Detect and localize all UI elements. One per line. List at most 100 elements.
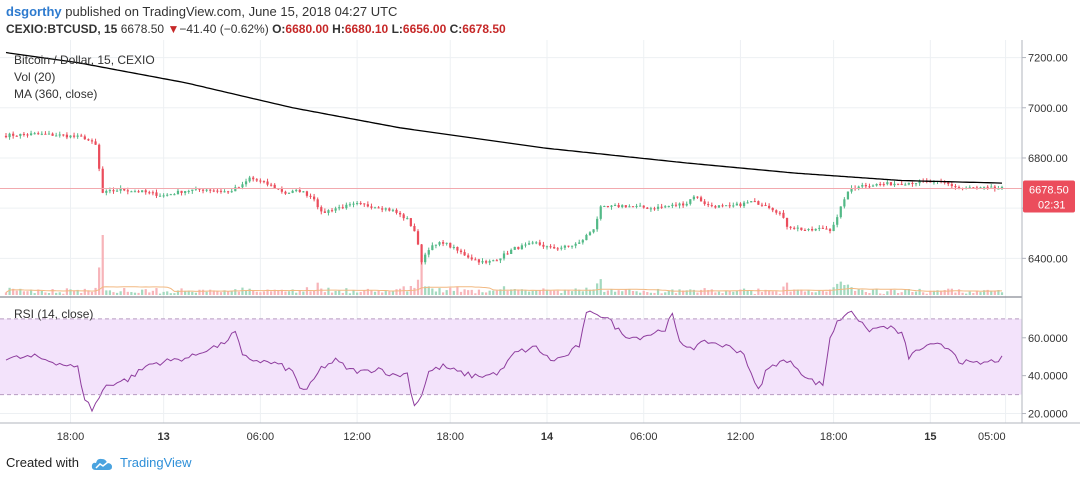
candle-body [990,186,993,188]
candle-body [764,205,767,207]
candle-body [355,203,359,205]
candle-body [871,185,875,187]
candle-body [284,191,287,194]
candle-body [889,182,893,186]
candle-body [434,244,438,246]
volume-bar [520,289,524,295]
volume-bar [334,290,337,295]
volume-bar [853,290,857,295]
volume-bar [621,291,624,295]
candle-body [986,186,989,188]
volume-bar [191,291,194,295]
candle-body [83,136,86,140]
candle-body [488,261,491,263]
time-axis[interactable]: 18:00 13 06:00 12:00 18:00 14 06:00 12:00 18:00 1… [57,431,1006,443]
volume-bar [639,292,642,295]
candle-body [467,255,470,258]
candle-body [828,229,832,232]
volume-bar [280,289,283,295]
created-with-label: Created with [6,455,79,470]
volume-bar [248,288,251,295]
volume-bar [904,289,907,295]
volume-bar [363,290,366,295]
volume-bar [295,292,298,295]
candle-body [169,194,172,196]
candle-body [864,184,867,187]
volume-bar [674,293,678,295]
volume-bar [635,291,638,295]
candle-body [176,190,180,195]
candle-body [886,182,889,185]
candle-body [112,190,115,192]
volume-bar [803,291,807,295]
time-tick-label: 14 [541,431,554,443]
volume-bar [223,290,226,295]
volume-bar [613,291,617,295]
candle-body [678,203,681,206]
volume-bar [879,293,882,295]
volume-bar [839,281,842,295]
volume-bar [323,292,326,295]
candle-body [47,133,51,135]
volume-bar [115,292,119,295]
candle-body [148,192,151,194]
candle-body [155,192,158,196]
candle-body [391,209,395,211]
volume-bar [47,292,51,295]
volume-bar [227,291,230,295]
volume-bar [764,289,767,295]
candle-body [631,206,635,208]
volume-bar [682,290,685,295]
volume-bar [420,255,423,295]
volume-ma [5,286,1002,293]
volume-bar [313,290,316,295]
volume-bar [65,288,69,295]
candle-body [309,195,312,197]
volume-bar [72,290,76,295]
candle-body [997,188,1000,190]
volume-bar [108,290,112,295]
legend-symbol: Bitcoin / Dollar, 15, CEXIO [14,53,155,67]
open-label: O: [272,22,286,36]
volume-bar [768,290,771,295]
candle-body [947,182,950,185]
volume-bar [98,267,101,295]
volume-bar [997,290,1000,295]
volume-bar [316,282,319,295]
candle-body [26,134,29,136]
candle-body [227,191,230,193]
volume-bar [570,291,574,295]
candle-body [818,227,821,229]
candle-body [248,177,251,182]
volume-bar [327,287,330,295]
volume-bar [338,290,341,295]
volume-bar [857,289,860,295]
tradingview-link[interactable]: TradingView [120,455,192,470]
volume-bar [80,292,83,295]
candle-body [671,204,674,207]
volume-bar [517,290,520,295]
volume-bar [861,289,864,295]
volume-bar [388,291,391,295]
volume-bar [55,292,58,295]
candle-body [624,205,627,208]
candle-body [305,191,309,196]
volume-bar [252,290,255,295]
author-link[interactable]: dsgorthy [6,4,62,19]
volume-bar [889,289,893,295]
legend-rsi: RSI (14, close) [14,307,93,321]
candle-body [438,242,441,245]
time-tick-label: 18:00 [820,431,848,443]
volume-bar [653,292,656,295]
candle-body [237,187,240,189]
volume-bar [237,291,240,295]
volume-bar [474,293,477,295]
volume-bar [982,290,986,295]
rsi-axis[interactable]: 20.0000 40.0000 60.0000 [1022,333,1068,421]
candle-body [843,199,846,207]
volume-bar [467,290,470,295]
chart-legend: Bitcoin / Dollar, 15, CEXIO Vol (20) MA … [14,53,155,321]
volume-bar [742,288,746,295]
